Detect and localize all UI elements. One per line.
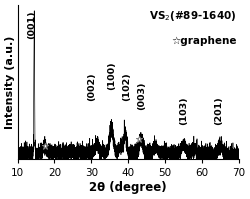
Text: (001): (001) <box>27 10 36 39</box>
Text: (201): (201) <box>214 97 223 125</box>
Text: (100): (100) <box>107 61 116 90</box>
Y-axis label: Intensity (a.u.): Intensity (a.u.) <box>5 35 15 129</box>
Text: (002): (002) <box>87 72 96 101</box>
Text: (102): (102) <box>122 72 131 101</box>
Text: ☆graphene: ☆graphene <box>171 36 236 46</box>
Text: (103): (103) <box>179 97 188 125</box>
Text: (003): (003) <box>138 81 146 110</box>
X-axis label: 2θ (degree): 2θ (degree) <box>89 181 167 194</box>
Text: VS$_2$(#89-1640): VS$_2$(#89-1640) <box>149 10 236 23</box>
